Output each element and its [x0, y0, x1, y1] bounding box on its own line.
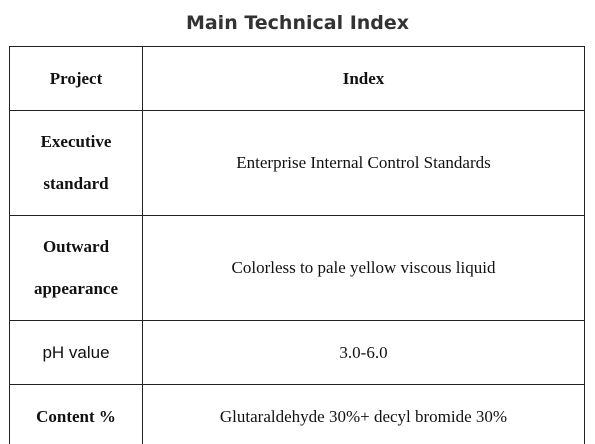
cell: Outward appearance: [9, 215, 143, 321]
row: Executive standard Enterprise Internal C…: [9, 110, 585, 216]
cell: Content %: [9, 384, 143, 444]
row: Outward appearance Colorless to pale yel…: [9, 215, 585, 321]
title: Main Technical Index: [185, 12, 410, 34]
cell: Executive standard: [9, 110, 143, 216]
cell: Glutaraldehyde 30%+ decyl bromide 30%: [142, 384, 585, 444]
header-row: Project Index: [9, 46, 585, 111]
cell: Enterprise Internal Control Standards: [142, 110, 585, 216]
header-cell: Index: [142, 46, 585, 111]
cell: pH value: [9, 320, 143, 385]
cell: 3.0-6.0: [142, 320, 585, 385]
row: Content % Glutaraldehyde 30%+ decyl brom…: [9, 384, 585, 444]
table: Project Index Executive standard Enterpr…: [9, 46, 585, 444]
row: pH value 3.0-6.0: [9, 320, 585, 385]
header-cell: Project: [9, 46, 143, 111]
cell: Colorless to pale yellow viscous liquid: [142, 215, 585, 321]
